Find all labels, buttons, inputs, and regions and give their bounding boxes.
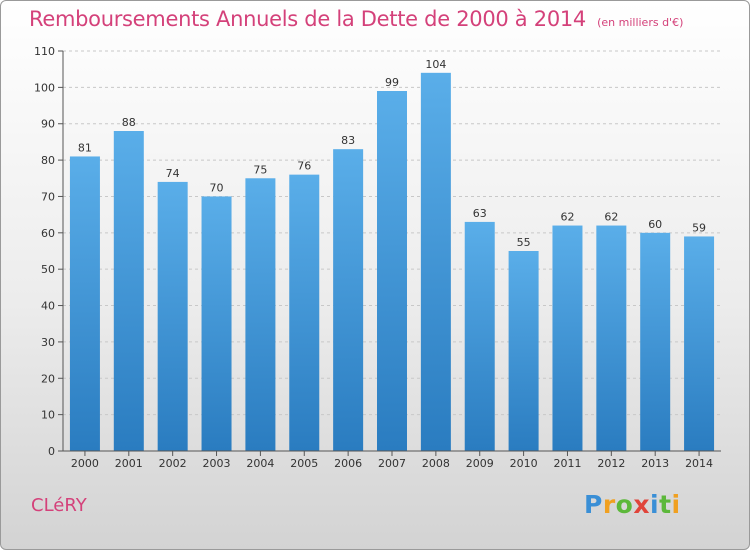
data-label: 63 <box>473 207 487 220</box>
y-tick-label: 110 <box>34 45 55 58</box>
chart-title: Remboursements Annuels de la Dette de 20… <box>29 7 683 31</box>
bar <box>596 225 627 451</box>
x-tick-label: 2010 <box>510 457 538 470</box>
x-tick-label: 2006 <box>334 457 362 470</box>
bar <box>333 149 364 451</box>
x-tick-label: 2008 <box>422 457 450 470</box>
x-tick-label: 2007 <box>378 457 406 470</box>
y-tick-label: 10 <box>41 409 55 422</box>
data-label: 83 <box>341 134 355 147</box>
chart-unit-label: (en milliers d'€) <box>597 16 684 29</box>
data-label: 104 <box>425 58 446 71</box>
bar <box>640 232 671 451</box>
bar <box>113 131 144 451</box>
bar <box>157 181 188 451</box>
axes <box>58 50 721 456</box>
y-tick-label: 30 <box>41 336 55 349</box>
x-tick-label: 2001 <box>115 457 143 470</box>
x-tick-label: 2013 <box>641 457 669 470</box>
logo-letter: r <box>602 490 616 519</box>
bar <box>69 156 100 452</box>
y-tick-label: 100 <box>34 81 55 94</box>
proxiti-logo: Proxiti <box>584 490 681 519</box>
bar <box>289 174 320 452</box>
x-tick-label: 2003 <box>203 457 231 470</box>
data-label: 70 <box>210 181 224 194</box>
y-tick-label: 70 <box>41 190 55 203</box>
x-tick-label: 2000 <box>71 457 99 470</box>
labels: 0 10 20 30 40 50 60 70 80 90 100 110 81 2000 88 2001 74 2… <box>34 45 713 470</box>
data-label: 74 <box>166 167 180 180</box>
bar <box>684 236 715 451</box>
x-tick-label: 2009 <box>466 457 494 470</box>
x-tick-label: 2005 <box>290 457 318 470</box>
data-label: 81 <box>78 141 92 154</box>
data-label: 60 <box>648 218 662 231</box>
y-tick-label: 50 <box>41 263 55 276</box>
y-tick-label: 0 <box>48 445 55 458</box>
logo-letter: t <box>659 490 672 519</box>
x-tick-label: 2004 <box>246 457 274 470</box>
y-tick-label: 40 <box>41 300 55 313</box>
bar <box>508 251 539 451</box>
x-tick-label: 2012 <box>597 457 625 470</box>
y-tick-label: 90 <box>41 118 55 131</box>
logo-letter: o <box>615 490 634 519</box>
y-tick-label: 80 <box>41 154 55 167</box>
y-tick-label: 20 <box>41 372 55 385</box>
x-tick-label: 2002 <box>159 457 187 470</box>
chart-title-text: Remboursements Annuels de la Dette de 20… <box>29 7 586 31</box>
bar <box>552 225 583 451</box>
bar <box>201 196 232 451</box>
y-tick-label: 60 <box>41 227 55 240</box>
bar <box>377 91 407 451</box>
data-label: 62 <box>604 211 618 224</box>
bars <box>69 72 715 452</box>
commune-name: CLéRY <box>31 495 87 516</box>
logo-letter: i <box>650 490 660 519</box>
logo-letter: i <box>671 490 681 519</box>
data-label: 75 <box>253 163 267 176</box>
data-label: 99 <box>385 76 399 89</box>
data-label: 76 <box>297 160 311 173</box>
logo-letter: x <box>633 490 650 519</box>
data-label: 59 <box>692 221 706 234</box>
bar <box>245 178 276 452</box>
data-label: 88 <box>122 116 136 129</box>
bar <box>420 72 451 452</box>
data-label: 55 <box>517 236 531 249</box>
bar <box>464 221 495 451</box>
x-tick-label: 2014 <box>685 457 713 470</box>
logo-letter: P <box>584 490 603 519</box>
data-label: 62 <box>560 211 574 224</box>
x-tick-label: 2011 <box>553 457 581 470</box>
